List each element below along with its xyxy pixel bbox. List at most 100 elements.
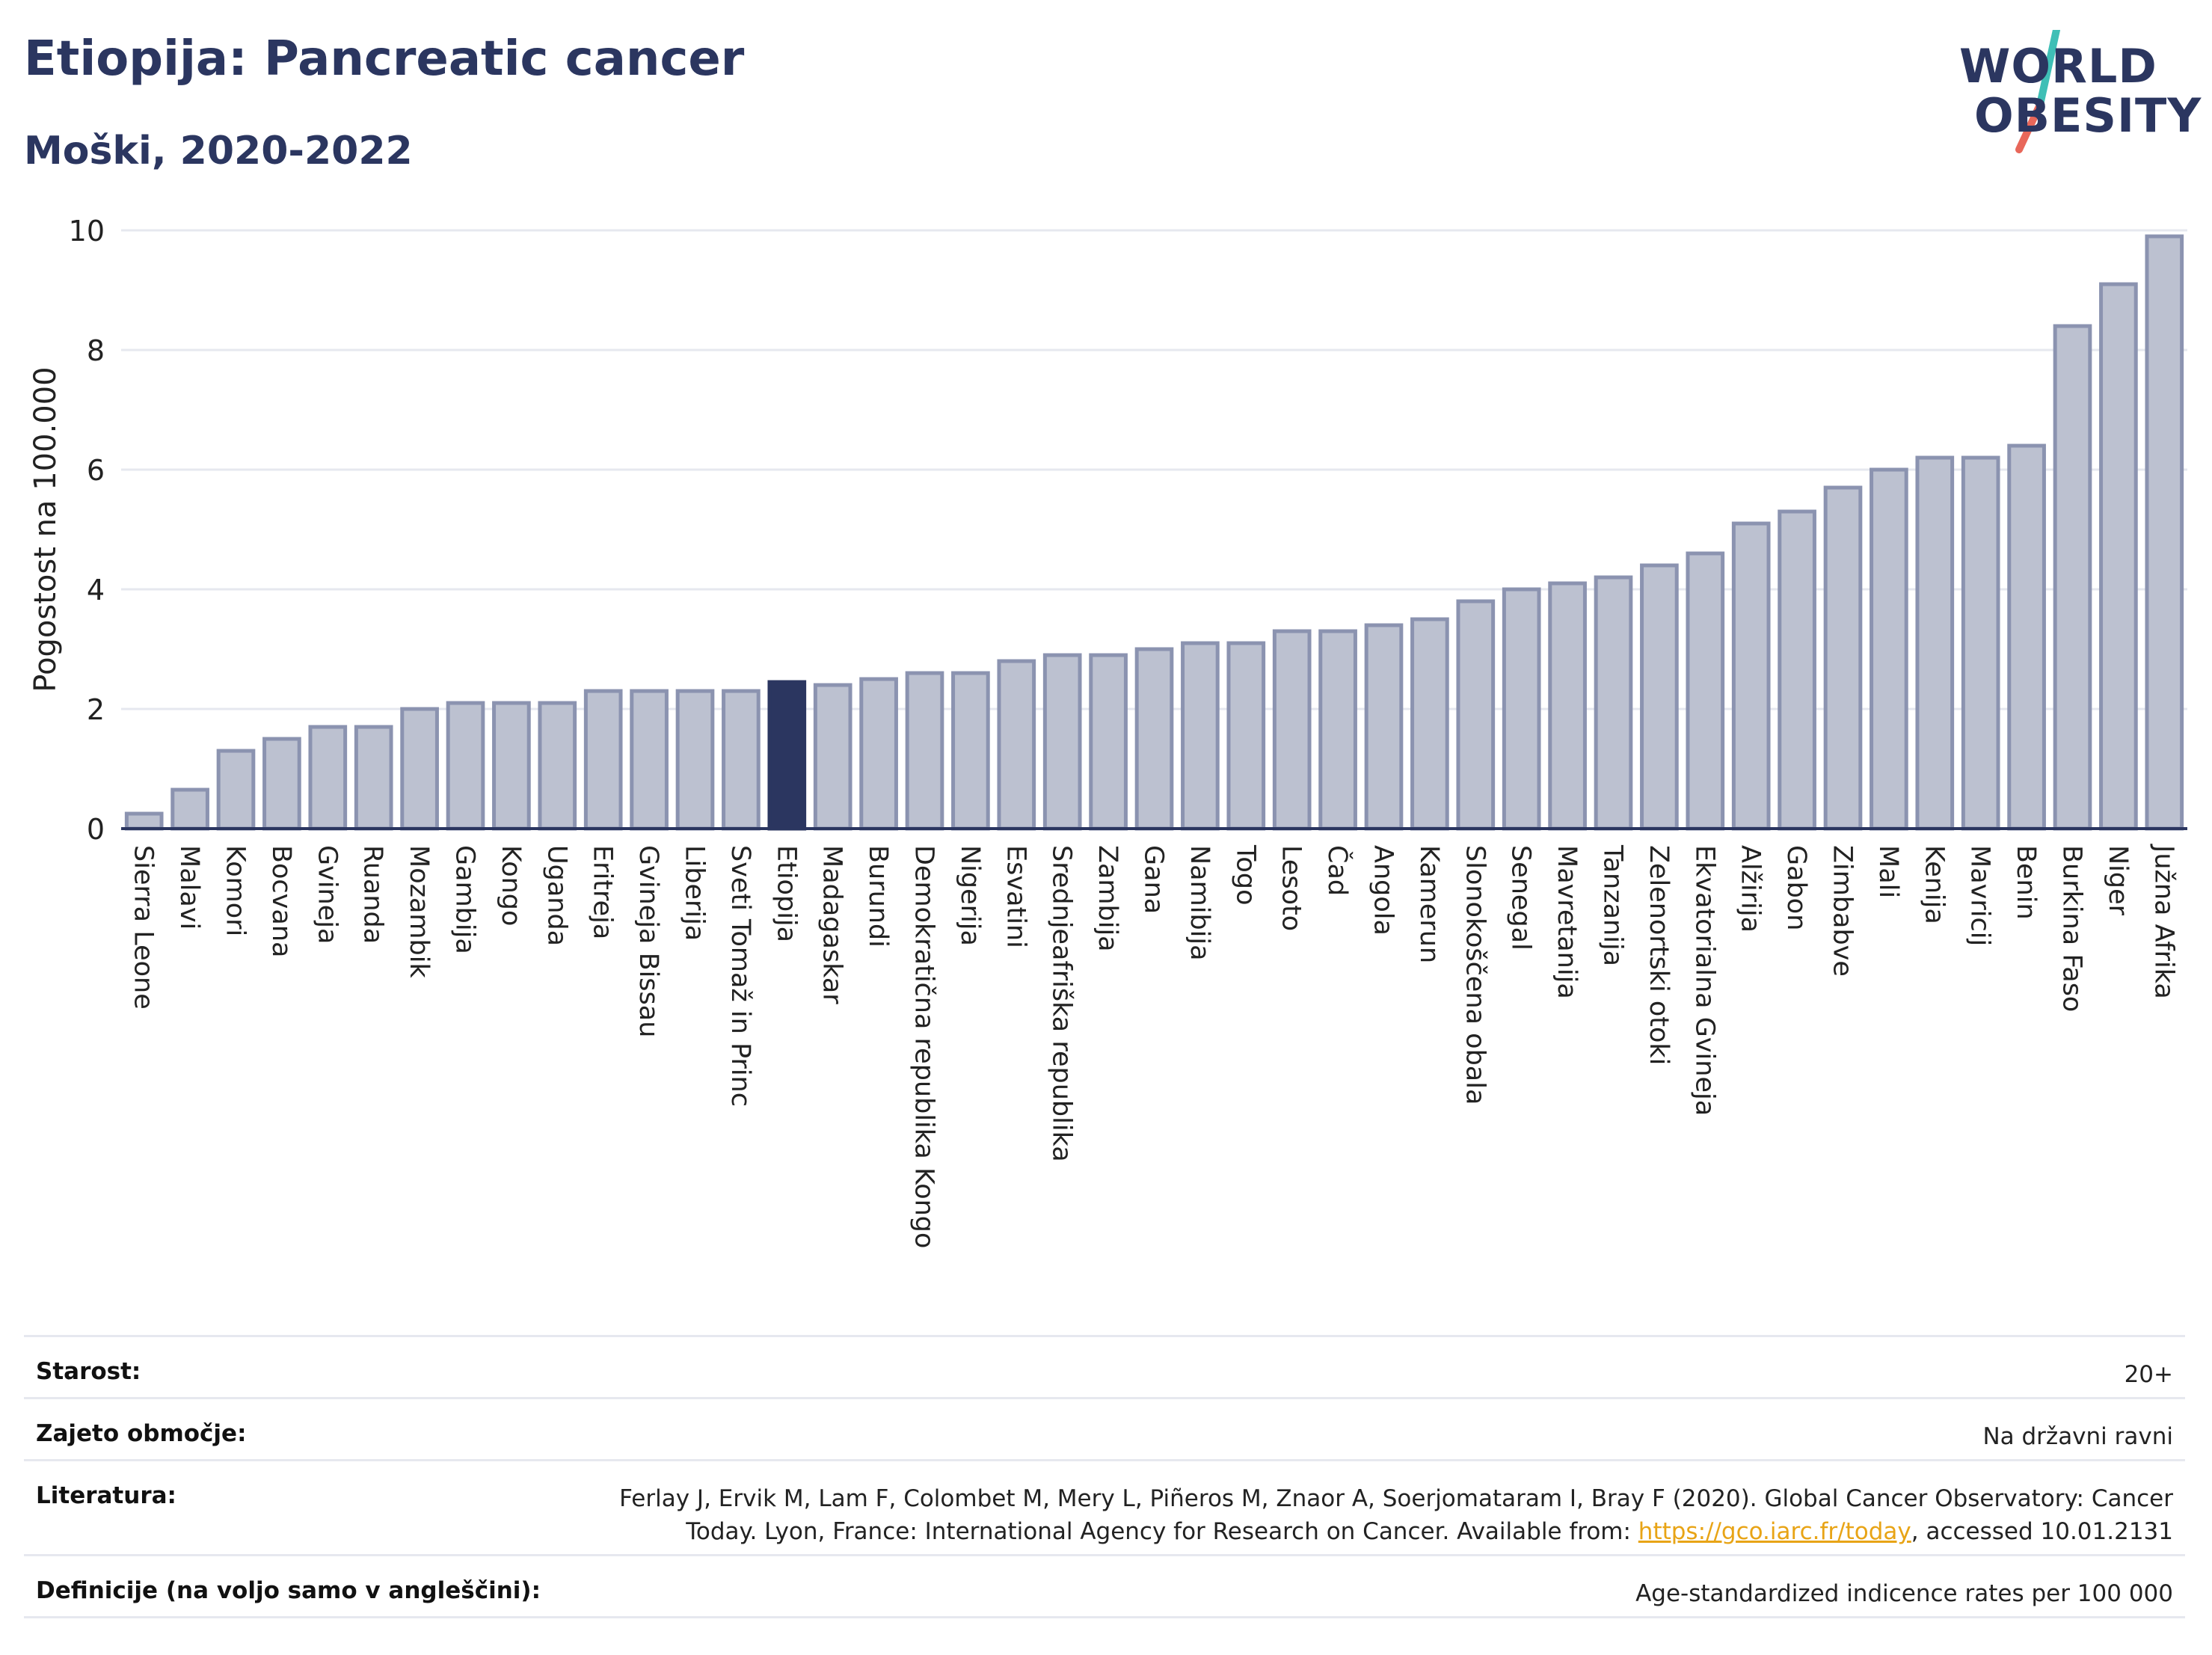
bar [997,659,1036,831]
info-row-age: Starost: 20+ [24,1335,2185,1397]
info-value: Age-standardized indicence rates per 100… [1635,1580,2173,1607]
x-tick-label: Alžirija [1736,845,1766,933]
x-tick-label: Ruanda [358,845,388,944]
bar [1915,455,1955,831]
bar [492,701,531,831]
bar [2053,324,2092,831]
info-value: Na državni ravni [1982,1423,2173,1450]
bar [1502,587,1541,831]
info-value: 20+ [2124,1361,2173,1388]
bar [1870,467,1908,831]
bar [951,671,990,831]
y-tick-label: 6 [87,454,105,487]
x-tick-label: Mavricij [1965,845,1995,946]
x-tick-label: Slonokoščena obala [1460,845,1490,1105]
x-tick-label: Nigerija [955,845,985,946]
page-title: Etiopija: Pancreatic cancer [24,31,745,87]
bar [767,680,807,831]
bar [1181,641,1220,831]
bar [1548,581,1587,831]
x-tick-label: Kamerun [1414,845,1444,963]
y-tick-label: 4 [87,574,105,607]
info-key: Definicije (na voljo samo v angleščini): [36,1577,541,1604]
info-key: Starost: [36,1358,141,1385]
x-tick-label: Srednjeafriška republika [1047,845,1077,1162]
bar [2007,443,2046,831]
x-tick-label: Niger [2103,845,2133,916]
x-tick-label: Sveti Tomaž in Princ [725,845,755,1107]
bar [722,689,761,831]
y-tick-label: 8 [87,334,105,367]
info-key: Zajeto območje: [36,1420,247,1447]
x-tick-label: Gambija [450,845,480,954]
bar [538,701,577,831]
bar [1778,509,1816,831]
bar [446,701,485,831]
info-table: Starost: 20+ Zajeto območje: Na državni … [24,1335,2185,1618]
world-obesity-logo: WORLD OBESITY [1944,30,2202,165]
info-row-coverage: Zajeto območje: Na državni ravni [24,1397,2185,1459]
literature-accessed: , accessed 10.01.2131 [1911,1518,2173,1545]
bar [1089,653,1128,831]
bar [1456,599,1496,831]
bar [170,787,209,831]
bar [1961,455,2000,831]
bar [1731,521,1771,831]
logo-text-world: WORLD [1959,39,2157,93]
page-subtitle: Moški, 2020-2022 [24,129,413,174]
x-tick-label: Mozambik [404,845,434,978]
bar [1364,623,1404,831]
x-tick-label: Mavretanija [1552,845,1582,999]
bar [1640,563,1679,831]
bar [1134,647,1174,831]
x-tick-label: Mali [1873,845,1903,898]
x-tick-label: Gana [1139,845,1169,914]
info-key: Literatura: [36,1482,176,1509]
x-tick-label: Eritreja [588,845,618,939]
info-row-definitions: Definicije (na voljo samo v angleščini):… [24,1554,2185,1618]
x-tick-label: Esvatini [1001,845,1030,948]
bar [1272,629,1312,831]
bar [354,725,393,831]
bar [1823,485,1863,831]
y-tick-label: 2 [87,693,105,726]
x-tick-label: Komori [221,845,251,936]
bar [583,689,623,831]
bar [124,811,164,831]
x-tick-label: Zelenortski otoki [1644,845,1674,1065]
bar [2099,282,2138,831]
y-axis-label: Pogostost na 100.000 [28,366,63,692]
y-tick-label: 10 [69,215,105,248]
bar [1686,551,1725,831]
bar [1594,575,1633,831]
x-tick-label: Ekvatorialna Gvineja [1689,845,1719,1116]
x-tick-label: Uganda [541,845,571,946]
source-link[interactable]: https://gco.iarc.fr/today [1638,1518,1911,1545]
info-row-literature: Literatura: Ferlay J, Ervik M, Lam F, Co… [24,1459,2185,1554]
info-value: Ferlay J, Ervik M, Lam F, Colombet M, Me… [619,1482,2173,1548]
x-tick-label: Čad [1322,845,1354,896]
bar [859,677,898,831]
x-tick-label: Gvineja Bissau [633,845,663,1037]
bar [2145,234,2184,831]
x-tick-label: Gabon [1781,845,1811,930]
literature-line1: Ferlay J, Ervik M, Lam F, Colombet M, Me… [619,1485,2173,1512]
x-tick-label: Kenija [1919,845,1949,924]
bar-chart: 0 2 4 6 8 10 Pogostost na 100.000 Sierra Leone M… [28,215,2187,1248]
x-tick-label: Kongo [496,845,526,926]
x-tick-label: Gvineja [312,845,342,944]
bar [262,737,301,831]
x-tick-label: Namibija [1185,845,1214,961]
x-tick-label: Malavi [174,845,204,930]
bar [308,725,348,831]
x-tick-label: Burkina Faso [2057,845,2087,1012]
bar [1318,629,1357,831]
bar [1226,641,1266,831]
bar [1410,617,1449,831]
literature-line2: Today. Lyon, France: International Agenc… [686,1518,1638,1545]
x-tick-label: Južna Afrika [2148,844,2178,999]
bar [1042,653,1082,831]
bar [813,683,852,831]
x-tick-label: Lesoto [1276,845,1306,931]
logo-text-obesity: OBESITY [1974,88,2202,143]
